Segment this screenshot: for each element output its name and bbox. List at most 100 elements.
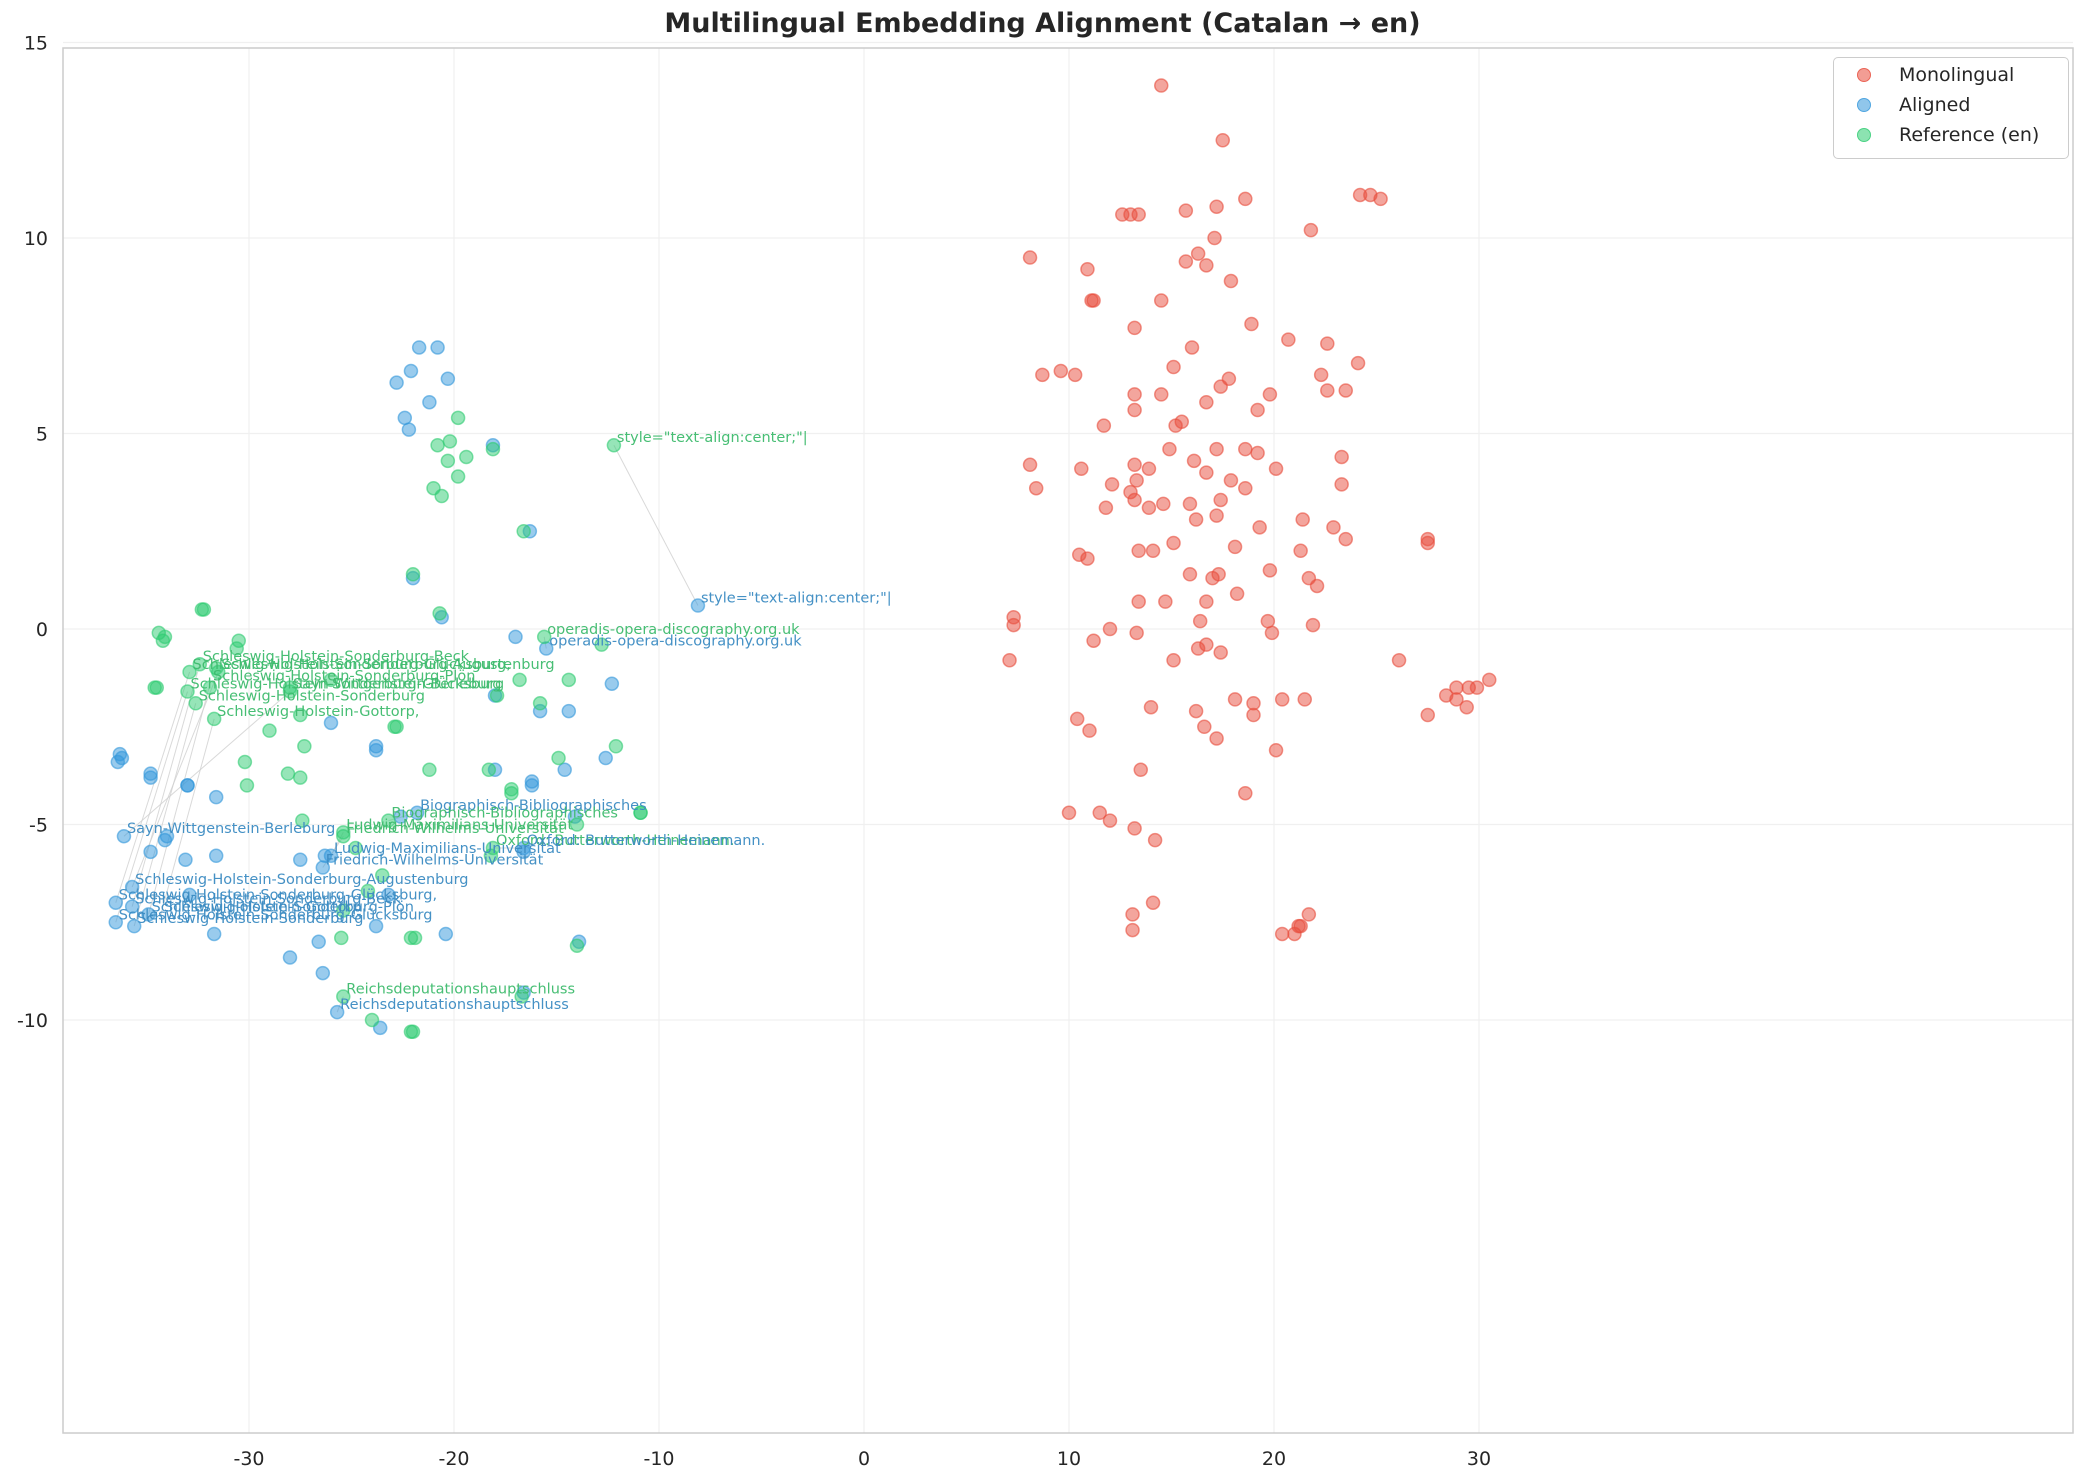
data-point bbox=[311, 934, 326, 950]
point-label: Schleswig-Holstein-Sonderburg bbox=[137, 911, 363, 927]
data-point bbox=[1080, 551, 1095, 566]
data-point bbox=[1297, 692, 1312, 707]
point-label: Oxford: Butterworth-Heinemann. bbox=[496, 833, 735, 849]
data-point bbox=[1125, 922, 1140, 938]
data-point bbox=[1145, 543, 1161, 559]
point-label: style="text-align:center;"| bbox=[701, 591, 892, 607]
data-point bbox=[323, 672, 339, 688]
data-point bbox=[633, 805, 648, 821]
chart-title: Multilingual Embedding Alignment (Catala… bbox=[664, 8, 1421, 39]
data-point bbox=[155, 633, 171, 648]
data-point bbox=[1326, 520, 1341, 535]
point-label: Reichsdeputationshauptschluss bbox=[346, 982, 575, 998]
data-point bbox=[1199, 594, 1214, 609]
data-point bbox=[1166, 653, 1181, 668]
point-label: Sayn-Wittgenstein-Berleburg bbox=[293, 677, 501, 693]
data-point bbox=[1320, 383, 1335, 398]
data-point bbox=[149, 680, 164, 695]
data-point bbox=[485, 441, 501, 457]
data-point bbox=[1301, 907, 1317, 922]
x-axis-ticks: -30 -20 -10 0 10 20 30 bbox=[233, 1448, 1491, 1470]
data-point bbox=[508, 629, 523, 645]
point-label: Schleswig-Holstein-Gottorp, bbox=[217, 704, 419, 720]
data-point bbox=[1154, 78, 1169, 93]
data-point bbox=[1334, 449, 1349, 465]
data-point bbox=[422, 762, 437, 778]
data-point bbox=[1238, 441, 1253, 457]
data-point bbox=[1305, 617, 1321, 633]
data-point bbox=[1338, 383, 1353, 398]
data-point bbox=[403, 930, 419, 946]
point-label: Sayn-Wittgenstein-Berleburg bbox=[127, 821, 335, 837]
data-point bbox=[405, 567, 421, 582]
data-point bbox=[401, 422, 417, 437]
data-point bbox=[1293, 543, 1308, 559]
data-point bbox=[1074, 461, 1089, 476]
data-point bbox=[1482, 672, 1497, 688]
data-point bbox=[280, 766, 296, 781]
data-point bbox=[1166, 535, 1181, 551]
data-point bbox=[1295, 512, 1310, 527]
monolingual-marker-icon bbox=[1857, 68, 1871, 82]
data-point bbox=[1186, 453, 1202, 469]
data-point bbox=[315, 965, 331, 981]
data-point bbox=[450, 469, 466, 484]
x-tick-label: -10 bbox=[643, 1448, 674, 1470]
data-point bbox=[1028, 480, 1044, 496]
data-point bbox=[1127, 387, 1142, 402]
data-point bbox=[282, 950, 298, 965]
data-point bbox=[1133, 762, 1148, 778]
data-point bbox=[295, 813, 310, 828]
data-point bbox=[1274, 926, 1290, 942]
aligned-marker-icon bbox=[1857, 98, 1871, 112]
data-point bbox=[1459, 699, 1474, 715]
point-label: operadis-opera-discography.org.uk bbox=[547, 622, 800, 638]
data-point bbox=[1188, 703, 1204, 719]
data-point bbox=[1287, 926, 1302, 942]
data-point bbox=[411, 340, 427, 355]
legend-label: Aligned bbox=[1899, 94, 1971, 116]
data-point bbox=[180, 684, 195, 699]
data-point bbox=[1127, 320, 1142, 336]
data-point bbox=[1334, 477, 1349, 492]
data-point bbox=[1420, 707, 1435, 723]
data-point bbox=[389, 375, 404, 390]
data-point bbox=[1350, 355, 1366, 371]
data-point bbox=[569, 817, 585, 832]
data-point bbox=[1141, 461, 1157, 476]
point-label: Reichsdeputationshauptschluss bbox=[340, 997, 569, 1013]
data-point bbox=[1209, 508, 1224, 523]
data-point bbox=[1209, 731, 1224, 746]
data-point bbox=[182, 887, 197, 903]
data-point bbox=[1313, 367, 1329, 383]
data-point bbox=[1067, 367, 1083, 383]
point-label: Schleswig-Holstein-Sonderburg-Plön bbox=[213, 669, 475, 685]
data-point bbox=[1022, 250, 1038, 265]
data-point bbox=[206, 711, 222, 727]
point-label: Ludwig-Maximilians-Universität bbox=[346, 817, 573, 833]
data-point bbox=[422, 394, 437, 410]
data-point bbox=[348, 840, 363, 856]
data-point bbox=[569, 938, 585, 953]
legend-item-monolingual: Monolingual bbox=[1834, 60, 2014, 90]
point-label: Friedrich-Wilhelms-Universität bbox=[346, 821, 564, 837]
data-point bbox=[1211, 567, 1226, 582]
y-tick-label: -10 bbox=[17, 1010, 48, 1032]
data-point bbox=[336, 903, 351, 918]
point-label: Schleswig-Holstein-Sonderburg-Glücksburg… bbox=[193, 657, 511, 673]
data-point bbox=[532, 696, 548, 711]
data-point bbox=[557, 762, 572, 778]
data-point bbox=[1053, 363, 1069, 379]
data-point bbox=[1127, 402, 1142, 418]
data-point bbox=[336, 989, 351, 1004]
data-point bbox=[108, 895, 123, 910]
data-point bbox=[1213, 645, 1228, 660]
data-point bbox=[360, 883, 376, 899]
plot-area-frame bbox=[62, 47, 2074, 1434]
data-point bbox=[143, 766, 158, 781]
point-label: operadis-opera-discography.org.uk bbox=[549, 634, 802, 650]
data-point bbox=[409, 805, 425, 821]
data-point bbox=[1213, 379, 1228, 394]
data-point bbox=[1192, 613, 1208, 629]
